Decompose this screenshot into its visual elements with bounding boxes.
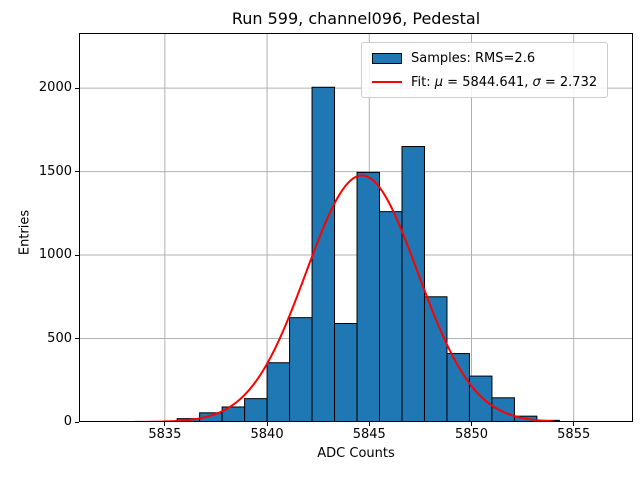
- y-tick-label: 2000: [38, 80, 72, 96]
- legend-fit-text-part: = 2.732: [540, 74, 598, 90]
- histogram-bar: [289, 317, 313, 422]
- y-tick-label: 1500: [38, 163, 72, 179]
- legend-item-samples: Samples: RMS=2.6: [372, 48, 597, 68]
- x-tick-mark: [368, 422, 370, 426]
- y-tick-label: 1000: [38, 247, 72, 263]
- legend-fit-text-part: Fit:: [411, 74, 435, 90]
- x-tick-mark: [573, 422, 575, 426]
- y-tick-mark: [75, 171, 79, 173]
- sigma-symbol: σ: [532, 74, 541, 90]
- y-tick-mark: [75, 338, 79, 340]
- x-tick-mark: [266, 422, 268, 426]
- y-tick-mark: [75, 87, 79, 89]
- histogram-bar: [311, 86, 336, 422]
- legend-swatch-fit-line: [372, 81, 402, 83]
- plot-canvas: [79, 33, 633, 422]
- histogram-bar: [401, 146, 425, 422]
- x-tick-mark: [471, 422, 472, 426]
- x-tick-label: 5855: [557, 427, 591, 442]
- histogram-bar: [356, 171, 381, 422]
- mu-symbol: μ: [434, 74, 444, 90]
- y-tick-label: 0: [63, 414, 72, 429]
- x-tick-mark: [164, 422, 166, 426]
- x-tick-label: 5835: [148, 427, 182, 442]
- x-tick-label: 5840: [250, 427, 284, 442]
- histogram-bar: [379, 211, 403, 422]
- legend-swatch-histogram: [372, 52, 402, 64]
- chart-title: Run 599, channel096, Pedestal: [231, 9, 481, 28]
- histogram-bar: [334, 322, 358, 422]
- legend: Samples: RMS=2.6 Fit: μ = 5844.641, σ = …: [361, 42, 609, 98]
- legend-fit-text-part: = 5844.641,: [443, 74, 533, 90]
- histogram-bar: [423, 296, 448, 422]
- histogram-bar: [446, 353, 470, 422]
- y-tick-label: 500: [47, 330, 72, 346]
- histogram-bar: [491, 397, 515, 422]
- legend-label-samples: Samples: RMS=2.6: [411, 50, 536, 66]
- x-tick-label: 5845: [352, 427, 386, 442]
- y-tick-mark: [75, 254, 79, 256]
- y-tick-mark: [75, 421, 79, 423]
- histogram-bar: [266, 362, 291, 422]
- legend-label-fit: Fit: μ = 5844.641, σ = 2.732: [411, 75, 597, 90]
- histogram-bar: [244, 398, 268, 422]
- plot-area: [79, 33, 633, 422]
- x-axis-label: ADC Counts: [317, 446, 395, 461]
- axes-spines: [79, 33, 633, 422]
- x-tick-label: 5850: [454, 427, 489, 442]
- fit-curve: [102, 174, 555, 422]
- histogram-bar: [468, 375, 493, 422]
- legend-item-fit: Fit: μ = 5844.641, σ = 2.732: [372, 72, 597, 92]
